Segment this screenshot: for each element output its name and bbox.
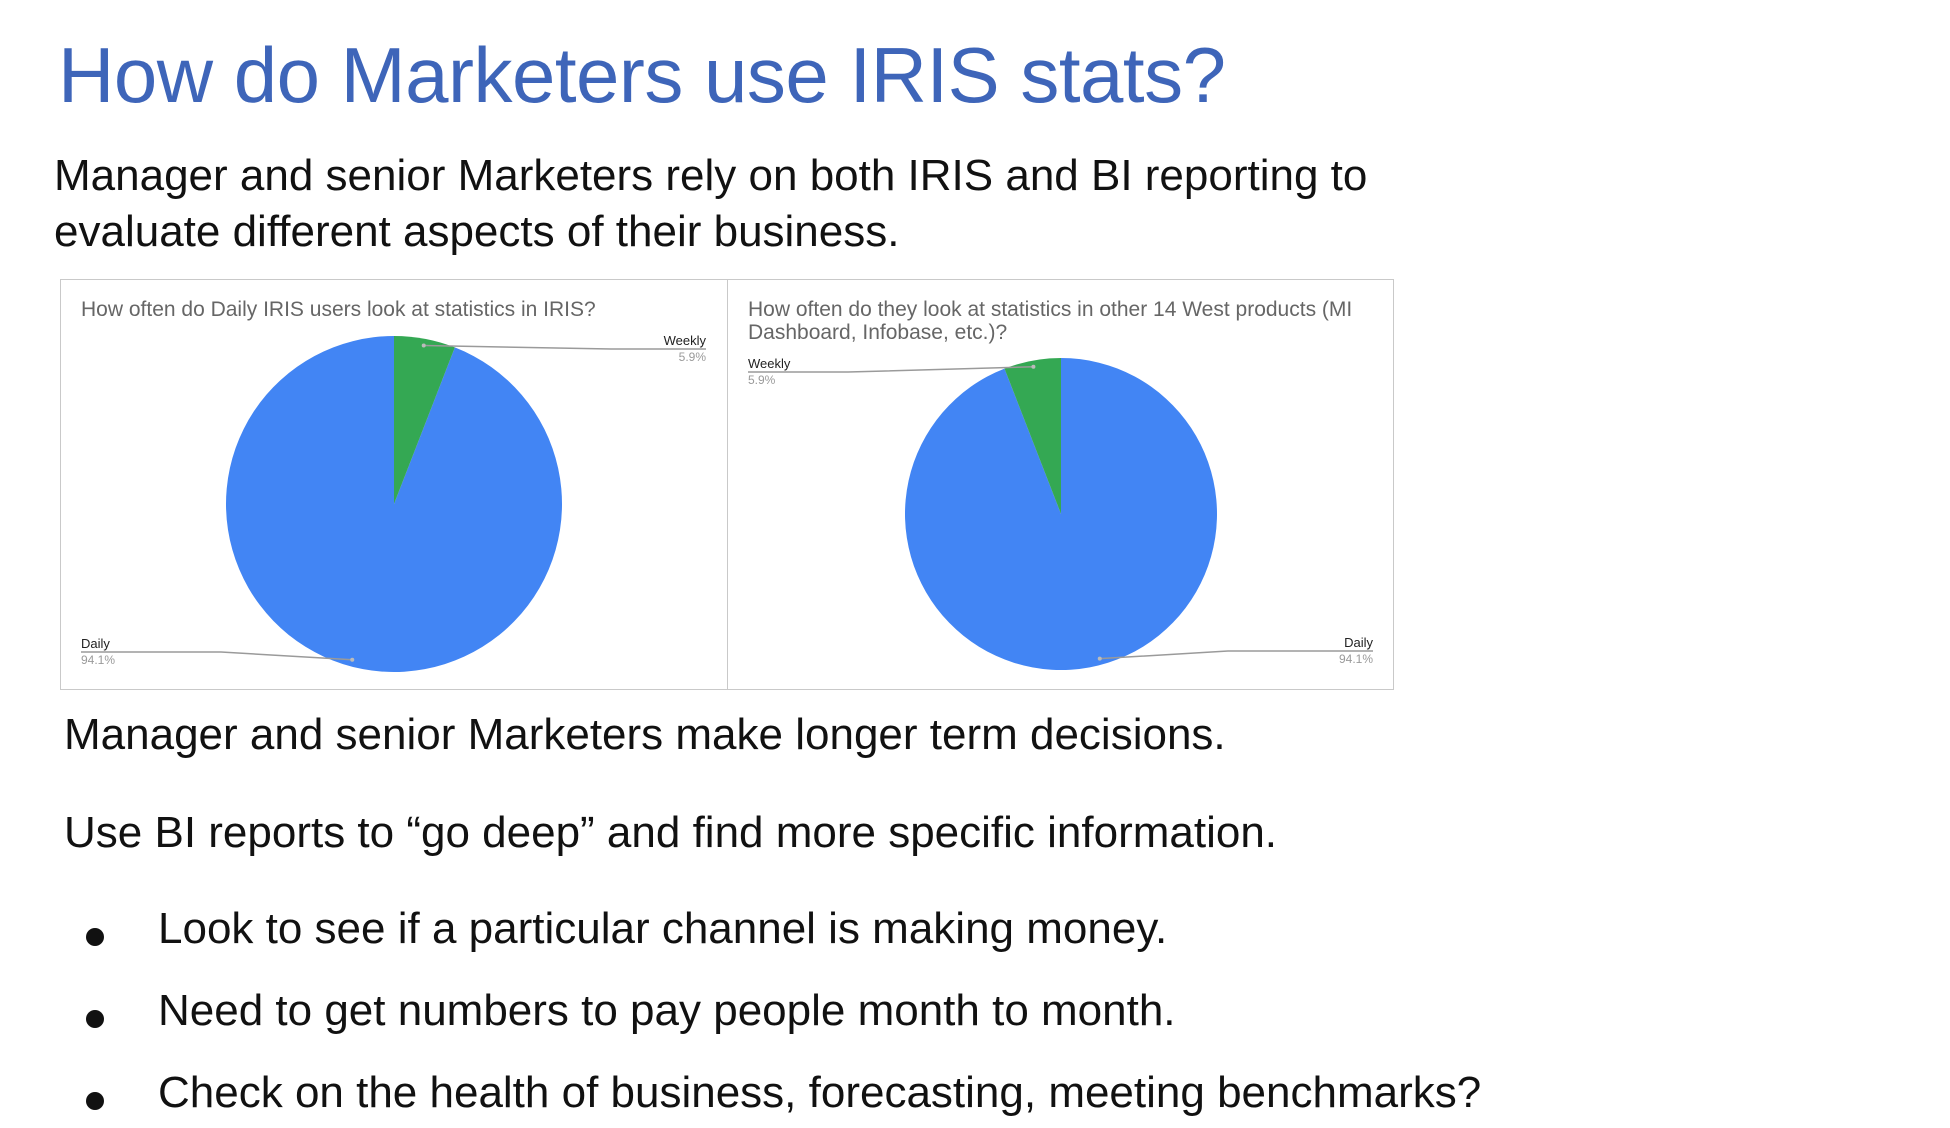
leader-line-weekly [423, 344, 706, 350]
pie-slice-weekly [1004, 358, 1061, 514]
leader-line-weekly [748, 366, 1034, 373]
data-label-daily: Daily [1344, 635, 1373, 650]
pie-slice-daily [225, 336, 562, 673]
chart-title-other-products: How often do they look at statistics in … [748, 298, 1353, 344]
chart-title-iris: How often do Daily IRIS users look at st… [81, 298, 596, 321]
chart-panel-iris: How often do Daily IRIS users look at st… [61, 280, 728, 689]
bullet-icon [86, 928, 104, 946]
data-value-weekly: 5.9% [748, 373, 776, 387]
leader-dot-daily [350, 657, 355, 662]
pie-chart-iris: Weekly 5.9% Daily 94.1% [81, 333, 707, 673]
data-label-weekly: Weekly [664, 333, 707, 348]
data-value-daily: 94.1% [1339, 652, 1373, 666]
data-value-weekly: 5.9% [679, 350, 707, 364]
leader-dot-weekly [1031, 364, 1036, 369]
leader-line-daily [1099, 650, 1373, 660]
bullet-text: Look to see if a particular channel is m… [158, 904, 1168, 953]
slide-title: How do Marketers use IRIS stats? [58, 31, 1226, 119]
pie-slice-weekly [394, 336, 455, 504]
pie-chart-other-products: Weekly 5.9% Daily 94.1% [748, 356, 1373, 670]
data-label-daily: Daily [81, 636, 110, 651]
bullet-icon [86, 1010, 104, 1028]
data-value-daily: 94.1% [81, 653, 115, 667]
leader-dot-daily [1097, 656, 1102, 661]
chart-panel-other-products: How often do they look at statistics in … [728, 280, 1393, 689]
bi-reports-text: Use BI reports to “go deep” and find mor… [64, 808, 1278, 857]
decisions-text: Manager and senior Marketers make longer… [64, 710, 1226, 759]
leader-dot-weekly [421, 343, 426, 348]
bullet-icon [86, 1092, 104, 1110]
charts-frame: How often do Daily IRIS users look at st… [60, 279, 1394, 690]
bullet-text: Need to get numbers to pay people month … [158, 986, 1176, 1035]
slide-subtitle: Manager and senior Marketers rely on bot… [54, 151, 1368, 256]
data-label-weekly: Weekly [748, 356, 791, 371]
bullet-text: Check on the health of business, forecas… [158, 1068, 1482, 1117]
leader-line-daily [81, 651, 353, 661]
